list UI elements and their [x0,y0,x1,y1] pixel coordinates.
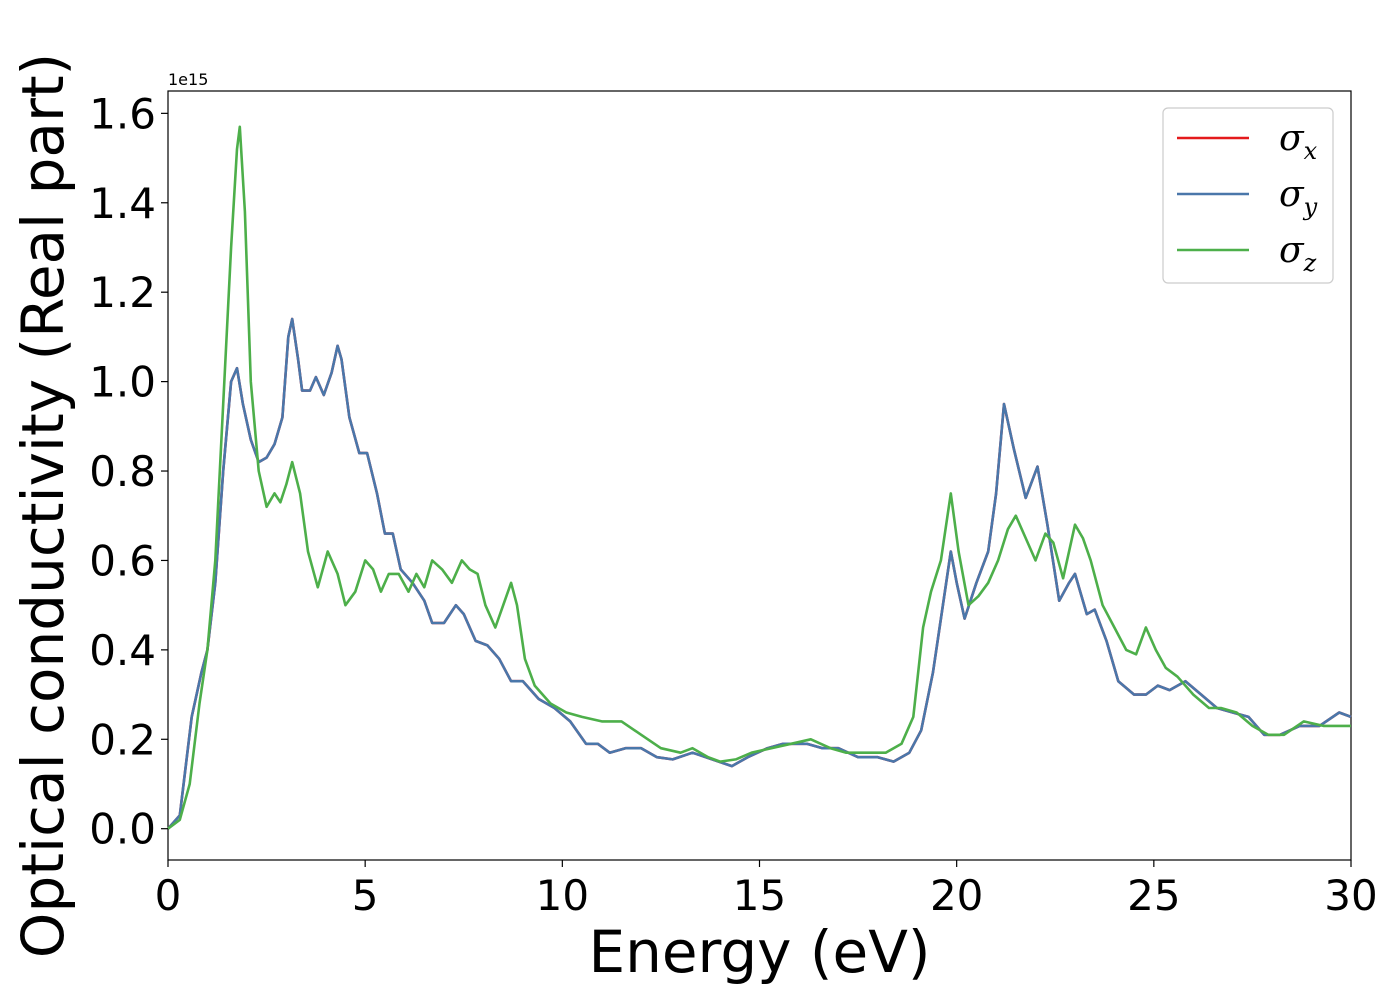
x-tick-label: 15 [733,871,786,920]
y-tick-label: 1.6 [89,89,156,138]
x-tick-label: 0 [155,871,182,920]
legend-label-x: σx [1279,118,1318,165]
y-tick-label: 0.4 [89,626,156,675]
y-tick-label: 0.0 [89,805,156,854]
legend-symbol: σ [1279,174,1305,215]
x-axis-ticks: 0 5 10 15 20 25 30 [155,860,1378,920]
y-tick-label: 0.6 [89,536,156,585]
legend-subscript: z [1303,249,1317,277]
legend-subscript: y [1303,193,1318,221]
y-tick-label: 0.2 [89,715,156,764]
x-tick-label: 30 [1324,871,1377,920]
y-axis-ticks: 0.0 0.2 0.4 0.6 0.8 1.0 1.2 1.4 1.6 [89,89,168,854]
x-axis-label: Energy (eV) [588,918,930,986]
x-tick-label: 10 [536,871,589,920]
x-tick-label: 25 [1127,871,1180,920]
series-line-y [167,317,1352,830]
legend-symbol: σ [1279,230,1305,271]
legend-subscript: x [1304,137,1318,165]
legend-label-z: σz [1279,230,1317,277]
series-layer [167,125,1352,830]
y-tick-label: 1.2 [89,268,156,317]
x-tick-label: 20 [930,871,983,920]
legend-label-y: σy [1279,174,1318,221]
series-line-z [167,125,1351,830]
legend-box [1162,107,1334,284]
legend-symbol: σ [1279,118,1305,159]
y-axis-label: Optical conductivity (Real part) [9,53,77,958]
y-offset-label: 1e15 [168,70,208,89]
y-tick-label: 1.4 [89,179,156,228]
y-tick-label: 1.0 [89,358,156,407]
y-tick-label: 0.8 [89,447,156,496]
x-tick-label: 5 [352,871,379,920]
